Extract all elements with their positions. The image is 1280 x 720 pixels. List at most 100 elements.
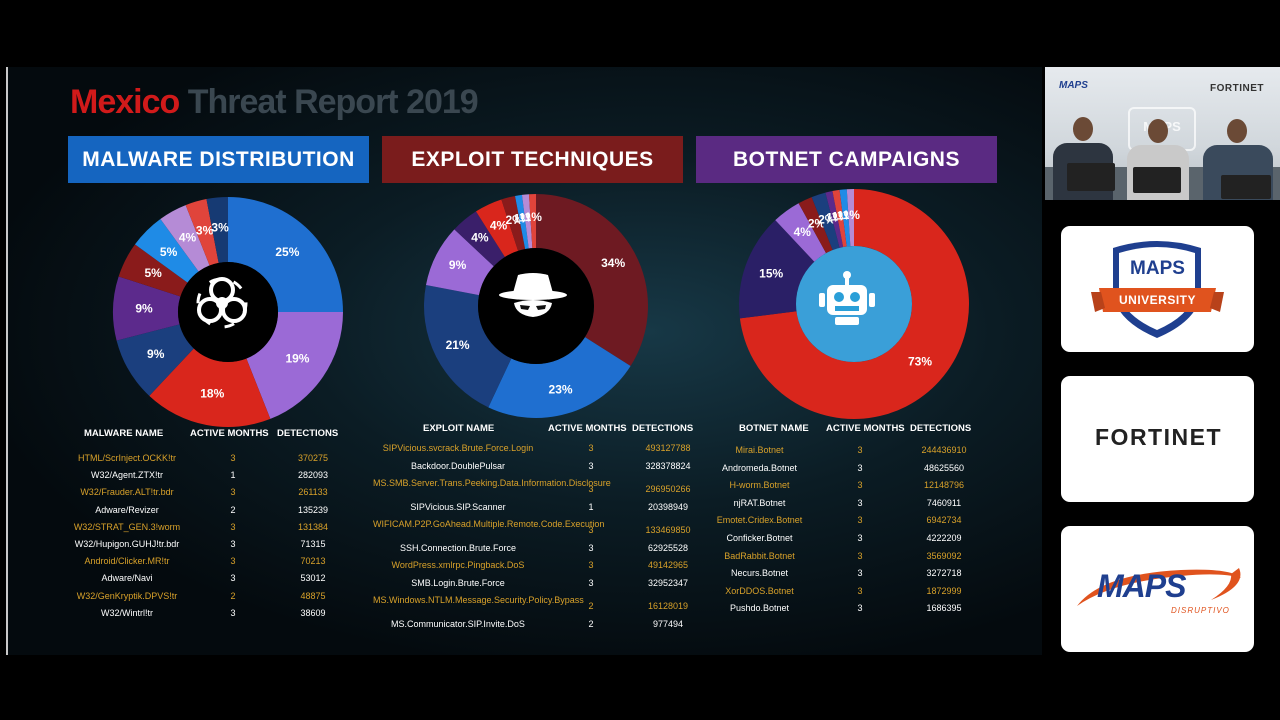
cell-detections: 135239 xyxy=(297,504,329,515)
slice-label: 15% xyxy=(759,266,783,280)
cell-name: Backdoor.DoublePulsar xyxy=(410,460,506,471)
table-row: W32/GenKryptik.DPVS!tr 2 48875 xyxy=(68,591,358,605)
laptop xyxy=(1067,163,1115,191)
cell-detections: 328378824 xyxy=(645,460,691,471)
table-row: W32/STRAT_GEN.3!worm 3 131384 xyxy=(68,522,358,536)
table-row: MS.Communicator.SIP.Invite.DoS 2 977494 xyxy=(368,619,698,633)
cell-active-months: 3 xyxy=(230,607,236,618)
cell-active-months: 3 xyxy=(588,460,594,471)
table-row: Andromeda.Botnet 3 48625560 xyxy=(712,463,992,477)
cell-detections: 370275 xyxy=(297,453,329,463)
maps-logo-text: MAPS xyxy=(1097,568,1186,604)
cell-active-months: 3 xyxy=(857,585,863,596)
donut-slice xyxy=(116,324,194,396)
cell-name: njRAT.Botnet xyxy=(733,497,786,508)
webcam-logo-fortinet: FORTINET xyxy=(1210,83,1264,94)
donut-hole xyxy=(178,262,278,362)
slice-label: 3% xyxy=(196,224,214,238)
presentation-slide: Mexico Threat Report 2019 MALWARE DISTRI… xyxy=(6,67,1042,655)
column-header: DETECTIONS xyxy=(277,428,339,439)
table-row: Emotet.Cridex.Botnet 3 6942734 xyxy=(712,515,992,529)
webcam-logo-maps: MAPS xyxy=(1059,80,1088,91)
table-row: W32/Wintrl!tr 3 38609 xyxy=(68,608,358,622)
cell-name: Andromeda.Botnet xyxy=(721,462,798,473)
table-row: Necurs.Botnet 3 3272718 xyxy=(712,568,992,582)
donut-slice xyxy=(454,211,505,267)
table-row: Android/Clicker.MR!tr 3 70213 xyxy=(68,556,358,570)
cell-name: SIPVicious.svcrack.Brute.Force.Login xyxy=(382,443,534,453)
table-row: Conficker.Botnet 3 4222209 xyxy=(712,533,992,547)
table-row: W32/Hupigon.GUHJ!tr.bdr 3 71315 xyxy=(68,539,358,553)
section-banner-exploit: EXPLOIT TECHNIQUES xyxy=(382,136,683,183)
cell-name: MS.SMB.Server.Trans.Peeking.Data.Informa… xyxy=(373,478,611,488)
cell-active-months: 2 xyxy=(588,601,594,611)
cell-active-months: 2 xyxy=(588,618,594,629)
cell-active-months: 3 xyxy=(857,533,863,543)
cell-active-months: 3 xyxy=(857,568,863,579)
table-row: BadRabbit.Botnet 3 3569092 xyxy=(712,551,992,565)
cell-active-months: 1 xyxy=(230,470,236,481)
cell-detections: 296950266 xyxy=(645,484,691,494)
cell-detections: 3569092 xyxy=(926,550,962,561)
cell-name: WordPress.xmlrpc.Pingback.DoS xyxy=(391,560,525,570)
donut-slice xyxy=(134,218,199,283)
malware-table: MALWARE NAME ACTIVE MONTHS DETECTIONS HT… xyxy=(68,426,358,636)
cell-active-months: 2 xyxy=(230,590,236,601)
cell-active-months: 3 xyxy=(857,445,863,455)
cell-detections: 7460911 xyxy=(926,497,962,508)
cell-detections: 49142965 xyxy=(647,560,689,570)
cell-active-months: 3 xyxy=(230,573,236,584)
slice-label: 4% xyxy=(490,219,508,233)
table-row: MS.Windows.NTLM.Message.Security.Policy.… xyxy=(368,595,698,619)
cell-detections: 4222209 xyxy=(926,533,962,543)
table-row: XorDDOS.Botnet 3 1872999 xyxy=(712,586,992,600)
slice-label: 5% xyxy=(144,266,162,280)
donut-slice xyxy=(475,199,519,258)
donut-slice xyxy=(811,192,840,251)
cell-name: W32/Wintrl!tr xyxy=(100,607,153,618)
cell-active-months: 3 xyxy=(857,462,863,473)
table-row: Adware/Revizer 2 135239 xyxy=(68,505,358,519)
cell-active-months: 3 xyxy=(230,487,236,498)
column-header: DETECTIONS xyxy=(910,423,972,434)
slice-label: 1% xyxy=(525,210,543,224)
slice-label: 3% xyxy=(211,221,229,235)
cell-active-months: 3 xyxy=(588,443,594,453)
donut-slice xyxy=(228,197,343,312)
cell-name: WIFICAM.P2P.GoAhead.Multiple.Remote.Code… xyxy=(373,519,605,529)
column-header: MALWARE NAME xyxy=(84,428,164,439)
cell-name: H-worm.Botnet xyxy=(729,480,790,491)
table-row: W32/Frauder.ALT!tr.bdr 3 261133 xyxy=(68,487,358,501)
cell-name: Emotet.Cridex.Botnet xyxy=(716,515,803,526)
donut-slice xyxy=(488,337,631,418)
cell-active-months: 3 xyxy=(230,453,236,463)
cell-name: BadRabbit.Botnet xyxy=(724,550,795,561)
donut-slice xyxy=(425,229,494,296)
cell-detections: 131384 xyxy=(297,521,329,532)
section-banner-malware: MALWARE DISTRIBUTION xyxy=(68,136,369,183)
cell-name: Android/Clicker.MR!tr xyxy=(84,556,170,567)
donut-slice xyxy=(739,189,969,419)
cell-detections: 1872999 xyxy=(926,585,962,596)
cell-name: SSH.Connection.Brute.Force xyxy=(399,542,517,553)
biohazard-icon xyxy=(196,277,248,329)
donut-slice xyxy=(206,197,228,263)
cell-detections: 62925528 xyxy=(647,542,689,553)
webcam-feed: MAPS FORTINET MAPS xyxy=(1045,67,1280,200)
slice-label: 19% xyxy=(285,351,309,365)
donut-slice xyxy=(501,195,526,251)
slice-label: 23% xyxy=(549,383,573,397)
cell-active-months: 3 xyxy=(857,515,863,526)
slice-label: 2% xyxy=(818,212,836,226)
section-banner-botnet: BOTNET CAMPAIGNS xyxy=(696,136,997,183)
column-header: BOTNET NAME xyxy=(739,423,809,434)
maps-tagline: DISRUPTIVO xyxy=(1171,606,1230,615)
maps-disruptivo-card: MAPS DISRUPTIVO xyxy=(1061,526,1254,652)
slice-label: 21% xyxy=(446,338,470,352)
table-row: Mirai.Botnet 3 244436910 xyxy=(712,445,992,459)
slice-label: 2% xyxy=(505,213,523,227)
botnet-donut-chart: 73%15%4%2%2%1%1%1%1% xyxy=(739,189,969,419)
cell-name: Pushdo.Botnet xyxy=(729,603,790,614)
cell-name: W32/Agent.ZTX!tr xyxy=(90,470,164,481)
cell-active-months: 3 xyxy=(230,539,236,549)
